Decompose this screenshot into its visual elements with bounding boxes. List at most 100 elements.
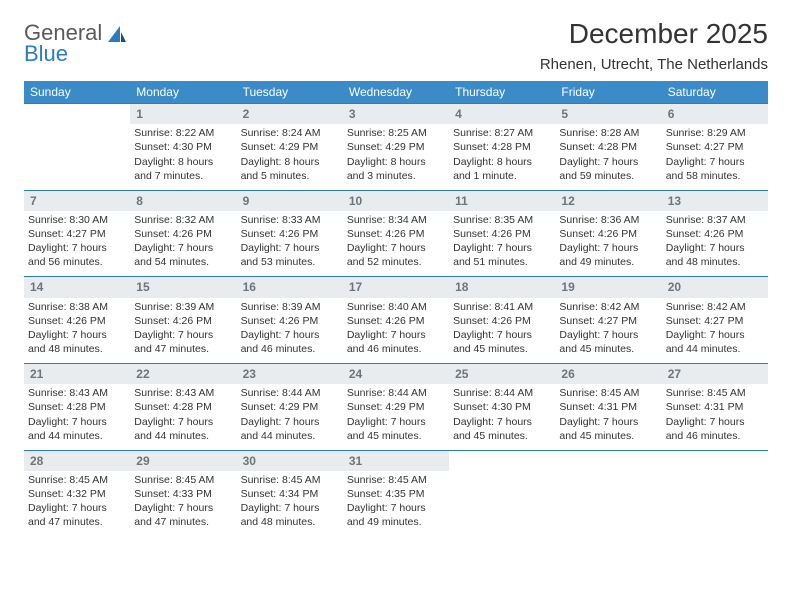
- weekday-header: Monday: [130, 81, 236, 104]
- day-info-cell: Sunrise: 8:45 AMSunset: 4:33 PMDaylight:…: [130, 471, 236, 537]
- sunset-text: Sunset: 4:27 PM: [28, 227, 126, 241]
- sunrise-text: Sunrise: 8:32 AM: [134, 213, 232, 227]
- sunset-text: Sunset: 4:35 PM: [347, 487, 445, 501]
- sunrise-text: Sunrise: 8:44 AM: [347, 386, 445, 400]
- day-info-cell: Sunrise: 8:45 AMSunset: 4:35 PMDaylight:…: [343, 471, 449, 537]
- page-title: December 2025: [540, 18, 768, 50]
- day-number-cell: 21: [24, 364, 130, 385]
- weekday-header: Friday: [555, 81, 661, 104]
- sunrise-text: Sunrise: 8:42 AM: [666, 300, 764, 314]
- calendar-table: Sunday Monday Tuesday Wednesday Thursday…: [24, 81, 768, 537]
- sunrise-text: Sunrise: 8:28 AM: [559, 126, 657, 140]
- daylight-text: Daylight: 7 hours and 45 minutes.: [559, 328, 657, 356]
- sunrise-text: Sunrise: 8:40 AM: [347, 300, 445, 314]
- sunrise-text: Sunrise: 8:34 AM: [347, 213, 445, 227]
- daylight-text: Daylight: 7 hours and 52 minutes.: [347, 241, 445, 269]
- day-info-cell: Sunrise: 8:34 AMSunset: 4:26 PMDaylight:…: [343, 211, 449, 277]
- day-info-cell: Sunrise: 8:35 AMSunset: 4:26 PMDaylight:…: [449, 211, 555, 277]
- daylight-text: Daylight: 7 hours and 44 minutes.: [28, 415, 126, 443]
- day-info-cell: Sunrise: 8:28 AMSunset: 4:28 PMDaylight:…: [555, 124, 661, 190]
- day-number-row: 28293031: [24, 450, 768, 471]
- sunset-text: Sunset: 4:26 PM: [28, 314, 126, 328]
- sunset-text: Sunset: 4:34 PM: [241, 487, 339, 501]
- sunset-text: Sunset: 4:31 PM: [666, 400, 764, 414]
- sunset-text: Sunset: 4:27 PM: [666, 140, 764, 154]
- day-info-cell: Sunrise: 8:25 AMSunset: 4:29 PMDaylight:…: [343, 124, 449, 190]
- daylight-text: Daylight: 7 hours and 45 minutes.: [347, 415, 445, 443]
- daylight-text: Daylight: 8 hours and 1 minute.: [453, 155, 551, 183]
- day-number-cell: 19: [555, 277, 661, 298]
- day-info-cell: Sunrise: 8:36 AMSunset: 4:26 PMDaylight:…: [555, 211, 661, 277]
- daylight-text: Daylight: 7 hours and 47 minutes.: [134, 501, 232, 529]
- day-number-cell: 4: [449, 104, 555, 125]
- location-text: Rhenen, Utrecht, The Netherlands: [540, 56, 768, 73]
- day-info-cell: Sunrise: 8:27 AMSunset: 4:28 PMDaylight:…: [449, 124, 555, 190]
- sunrise-text: Sunrise: 8:36 AM: [559, 213, 657, 227]
- day-number-cell: 15: [130, 277, 236, 298]
- day-info-row: Sunrise: 8:38 AMSunset: 4:26 PMDaylight:…: [24, 298, 768, 364]
- day-info-cell: Sunrise: 8:22 AMSunset: 4:30 PMDaylight:…: [130, 124, 236, 190]
- day-info-cell: [555, 471, 661, 537]
- day-info-cell: Sunrise: 8:45 AMSunset: 4:32 PMDaylight:…: [24, 471, 130, 537]
- day-number-cell: [449, 450, 555, 471]
- logo-sail-icon: [106, 24, 128, 46]
- daylight-text: Daylight: 8 hours and 7 minutes.: [134, 155, 232, 183]
- sunset-text: Sunset: 4:33 PM: [134, 487, 232, 501]
- day-number-cell: [662, 450, 768, 471]
- day-info-cell: Sunrise: 8:45 AMSunset: 4:31 PMDaylight:…: [555, 384, 661, 450]
- sunrise-text: Sunrise: 8:43 AM: [28, 386, 126, 400]
- daylight-text: Daylight: 7 hours and 45 minutes.: [559, 415, 657, 443]
- day-number-cell: 31: [343, 450, 449, 471]
- daylight-text: Daylight: 7 hours and 46 minutes.: [347, 328, 445, 356]
- daylight-text: Daylight: 7 hours and 51 minutes.: [453, 241, 551, 269]
- daylight-text: Daylight: 8 hours and 5 minutes.: [241, 155, 339, 183]
- day-number-cell: 6: [662, 104, 768, 125]
- day-number-cell: 27: [662, 364, 768, 385]
- sunrise-text: Sunrise: 8:39 AM: [134, 300, 232, 314]
- day-number-cell: 20: [662, 277, 768, 298]
- daylight-text: Daylight: 7 hours and 48 minutes.: [666, 241, 764, 269]
- day-info-cell: Sunrise: 8:43 AMSunset: 4:28 PMDaylight:…: [130, 384, 236, 450]
- day-number-cell: 29: [130, 450, 236, 471]
- daylight-text: Daylight: 7 hours and 54 minutes.: [134, 241, 232, 269]
- sunset-text: Sunset: 4:26 PM: [134, 314, 232, 328]
- day-info-cell: Sunrise: 8:37 AMSunset: 4:26 PMDaylight:…: [662, 211, 768, 277]
- sunset-text: Sunset: 4:29 PM: [347, 140, 445, 154]
- daylight-text: Daylight: 7 hours and 56 minutes.: [28, 241, 126, 269]
- sunrise-text: Sunrise: 8:44 AM: [241, 386, 339, 400]
- day-info-cell: [449, 471, 555, 537]
- sunrise-text: Sunrise: 8:45 AM: [666, 386, 764, 400]
- sunrise-text: Sunrise: 8:30 AM: [28, 213, 126, 227]
- sunset-text: Sunset: 4:26 PM: [347, 314, 445, 328]
- weekday-header-row: Sunday Monday Tuesday Wednesday Thursday…: [24, 81, 768, 104]
- sunset-text: Sunset: 4:28 PM: [453, 140, 551, 154]
- sunset-text: Sunset: 4:29 PM: [347, 400, 445, 414]
- daylight-text: Daylight: 7 hours and 46 minutes.: [666, 415, 764, 443]
- day-number-row: 14151617181920: [24, 277, 768, 298]
- daylight-text: Daylight: 7 hours and 45 minutes.: [453, 415, 551, 443]
- day-number-cell: 12: [555, 190, 661, 211]
- day-number-cell: [24, 104, 130, 125]
- day-info-cell: Sunrise: 8:30 AMSunset: 4:27 PMDaylight:…: [24, 211, 130, 277]
- day-number-cell: [555, 450, 661, 471]
- day-info-cell: Sunrise: 8:43 AMSunset: 4:28 PMDaylight:…: [24, 384, 130, 450]
- header: General Blue December 2025 Rhenen, Utrec…: [24, 18, 768, 73]
- day-number-cell: 13: [662, 190, 768, 211]
- sunrise-text: Sunrise: 8:45 AM: [559, 386, 657, 400]
- sunset-text: Sunset: 4:26 PM: [241, 314, 339, 328]
- sunset-text: Sunset: 4:26 PM: [666, 227, 764, 241]
- day-number-cell: 18: [449, 277, 555, 298]
- daylight-text: Daylight: 7 hours and 46 minutes.: [241, 328, 339, 356]
- sunrise-text: Sunrise: 8:24 AM: [241, 126, 339, 140]
- day-number-cell: 23: [237, 364, 343, 385]
- sunset-text: Sunset: 4:32 PM: [28, 487, 126, 501]
- daylight-text: Daylight: 7 hours and 48 minutes.: [28, 328, 126, 356]
- sunrise-text: Sunrise: 8:39 AM: [241, 300, 339, 314]
- sunrise-text: Sunrise: 8:45 AM: [28, 473, 126, 487]
- sunset-text: Sunset: 4:26 PM: [453, 314, 551, 328]
- weekday-header: Sunday: [24, 81, 130, 104]
- day-number-cell: 30: [237, 450, 343, 471]
- day-info-row: Sunrise: 8:45 AMSunset: 4:32 PM Daylight:…: [24, 471, 768, 537]
- sunrise-text: Sunrise: 8:27 AM: [453, 126, 551, 140]
- daylight-text: Daylight: 7 hours and 45 minutes.: [453, 328, 551, 356]
